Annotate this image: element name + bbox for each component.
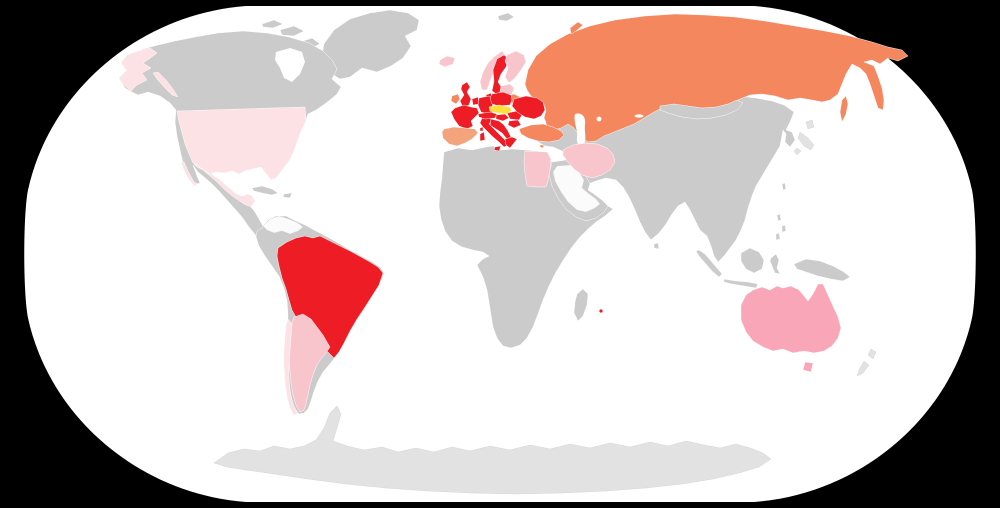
region-mauritius — [599, 309, 603, 313]
region-novaya-zemlya — [569, 21, 584, 35]
region-sumatra — [695, 249, 723, 278]
region-iceland — [438, 55, 456, 68]
region-saudi-arabia — [552, 164, 601, 213]
region-sakhalin — [839, 95, 849, 123]
region-antarctica — [213, 405, 772, 495]
region-taiwan — [781, 182, 787, 191]
region-mexico — [193, 163, 256, 208]
region-japan-hokkaido — [805, 119, 815, 130]
region-united-kingdom — [459, 81, 472, 108]
region-iberia — [441, 126, 479, 147]
region-chile — [283, 318, 299, 416]
region-greenland — [320, 9, 420, 80]
region-new-guinea — [793, 258, 851, 282]
region-ukraine — [511, 95, 546, 120]
region-czechoslovakia — [488, 104, 513, 115]
caspian-sea — [574, 113, 586, 146]
lake-balkhash — [634, 114, 644, 118]
region-egypt — [523, 150, 552, 188]
region-alaska — [118, 47, 158, 92]
region-sardinia — [479, 131, 486, 142]
region-usa — [176, 106, 307, 181]
region-new-zealand-north — [867, 348, 877, 360]
region-romania — [506, 110, 523, 121]
aral-sea — [596, 116, 602, 122]
region-greece — [504, 136, 518, 149]
region-corsica — [479, 126, 484, 132]
region-australia — [740, 283, 842, 354]
region-philippines — [775, 232, 781, 241]
region-borneo — [740, 247, 765, 274]
region-svalbard — [497, 12, 515, 22]
region-france — [450, 104, 480, 130]
region-madagascar — [573, 288, 589, 322]
region-arctic-island — [261, 19, 284, 29]
region-baja-california — [180, 160, 199, 187]
region-alpine-states — [477, 111, 498, 120]
region-japan-kyushu — [793, 147, 802, 156]
region-philippines — [776, 213, 782, 222]
region-finland — [504, 50, 527, 84]
region-arctic-island — [279, 25, 305, 37]
region-sri-lanka — [653, 242, 660, 250]
region-cuba — [251, 185, 279, 196]
region-alaska-panhandle — [152, 71, 179, 98]
region-hispaniola — [282, 192, 293, 199]
region-poland — [489, 91, 513, 107]
region-japan-honshu — [797, 131, 815, 151]
region-hungary — [495, 113, 510, 122]
region-bulgaria — [507, 119, 522, 129]
region-sulawesi — [769, 253, 781, 275]
region-tasmania — [802, 361, 814, 373]
region-turkey — [518, 123, 565, 143]
hudson-bay — [275, 48, 305, 82]
region-iran — [562, 142, 616, 179]
region-cyprus — [539, 144, 545, 149]
region-java — [723, 278, 759, 289]
region-venezuela — [262, 215, 304, 235]
region-mongolia — [659, 99, 744, 120]
region-new-zealand-south — [856, 360, 870, 377]
region-philippines — [781, 224, 787, 233]
region-ireland — [450, 93, 461, 105]
region-sicily — [493, 145, 502, 152]
